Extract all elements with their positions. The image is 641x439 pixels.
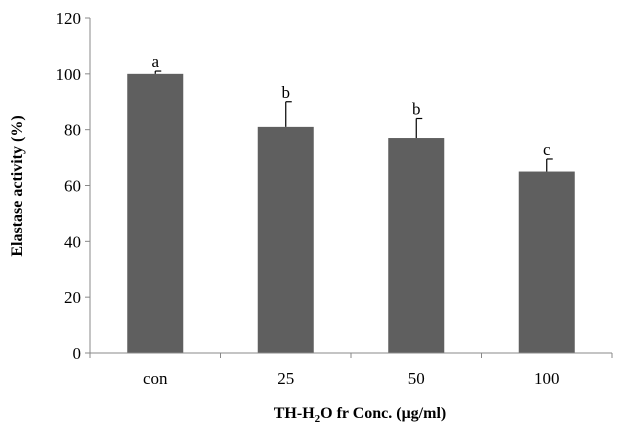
y-tick-label: 40 [64,232,81,251]
x-category-label: con [143,369,168,388]
y-tick-label: 0 [73,344,82,363]
y-tick-label: 100 [56,65,82,84]
x-axis-title-prefix: TH-H [274,405,315,422]
y-tick-label: 60 [64,177,81,196]
x-axis-title: TH-H2O fr Conc. (μg/ml) [274,405,446,425]
significance-letters: a b b c [151,52,551,159]
error-bars-layer [154,70,553,172]
bar-25 [257,126,314,353]
significance-letter-50: b [412,100,421,119]
significance-letter-100: c [543,140,551,159]
x-category-label: 100 [534,369,560,388]
bar-100 [518,171,575,353]
y-axis-title: Elastase activity (%) [9,115,26,256]
y-tick-label: 120 [56,9,82,28]
x-axis-title-suffix: O fr Conc. (μg/ml) [320,405,446,422]
bars-layer [127,73,575,353]
y-ticks: 0 20 40 60 80 100 120 [56,9,90,363]
y-tick-label: 20 [64,288,81,307]
significance-letter-25: b [282,83,291,102]
x-category-label: 50 [408,369,425,388]
x-ticks: con 25 50 100 [89,353,613,388]
x-category-label: 25 [277,369,294,388]
significance-letter-con: a [151,52,159,71]
bar-con [127,73,184,353]
y-tick-label: 80 [64,121,81,140]
bar-50 [388,138,445,353]
x-axis-title-subscript: 2 [315,413,321,425]
